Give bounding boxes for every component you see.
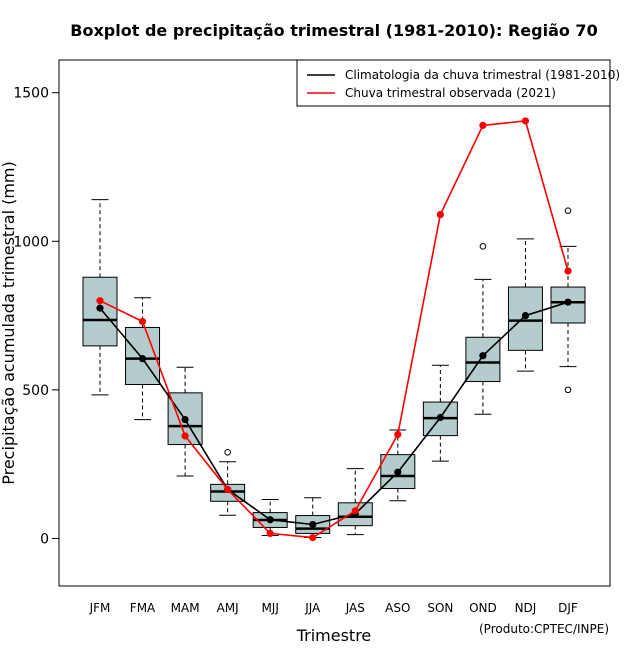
x-tick-label: AMJ: [217, 601, 239, 615]
series-point: [309, 533, 317, 542]
x-tick-label: OND: [469, 601, 497, 615]
box-ond: [465, 243, 501, 415]
series-point: [521, 311, 530, 320]
series-point: [564, 298, 572, 306]
series-point: [96, 304, 104, 312]
legend-label-climatology: Climatologia da chuva trimestral (1981-2…: [345, 68, 620, 82]
x-axis-label: Trimestre: [296, 626, 372, 645]
outlier-point: [479, 243, 487, 250]
series-point: [394, 430, 402, 439]
y-axis: 0 500 1000 1500: [13, 86, 60, 547]
series-point: [224, 485, 232, 494]
x-tick-label: NDJ: [515, 601, 537, 615]
series-line: [99, 120, 569, 539]
series-point: [181, 415, 189, 424]
series-point: [181, 432, 189, 440]
x-tick-label: JAS: [345, 601, 365, 615]
series-point: [351, 507, 359, 515]
x-tick-label: FMA: [130, 601, 156, 615]
y-tick-label: 500: [22, 383, 49, 399]
x-tick-label: MAM: [171, 601, 200, 615]
series-point: [436, 413, 444, 422]
series-point: [309, 520, 317, 529]
x-tick-label: JFM: [89, 601, 111, 615]
y-tick-label: 1500: [13, 86, 49, 102]
series-point: [266, 516, 274, 524]
series-point: [479, 352, 487, 360]
series-point: [138, 355, 147, 363]
series-point: [564, 267, 572, 275]
series-observed: [96, 117, 572, 542]
x-tick-label: SON: [427, 601, 453, 615]
series-line: [99, 301, 569, 526]
y-axis-label: Precipitação acumulada trimestral (mm): [0, 161, 18, 485]
legend-label-observed: Chuva trimestral observada (2021): [345, 86, 556, 100]
legend: Climatologia da chuva trimestral (1981-2…: [296, 59, 620, 107]
x-tick-label: JJA: [304, 601, 321, 615]
series-point: [521, 117, 530, 125]
x-tick-label: ASO: [385, 601, 410, 615]
box-amj: [210, 448, 246, 516]
series-point: [479, 121, 487, 129]
box-jja: [295, 497, 331, 539]
outlier-point: [564, 386, 572, 394]
legend-box: [296, 59, 611, 107]
box-aso: [380, 429, 416, 502]
y-tick-label: 1000: [13, 234, 49, 250]
outlier-point: [224, 448, 231, 456]
x-tick-label: DJF: [558, 601, 578, 615]
chart-title: Boxplot de precipitação trimestral (1981…: [70, 21, 597, 40]
series-point: [436, 210, 444, 219]
outlier-point: [564, 207, 572, 214]
credit-text: (Produto:CPTEC/INPE): [479, 622, 609, 636]
x-tick-label: MJJ: [261, 601, 278, 615]
series-point: [96, 297, 104, 305]
series-point: [266, 529, 274, 538]
series-climatology: [96, 298, 572, 529]
series-point: [394, 468, 402, 476]
box-son: [422, 364, 458, 462]
x-axis: JFM FMA MAM AMJ MJJ JJA JAS ASO SON OND NDJ DJF: [89, 601, 578, 615]
y-tick-label: 0: [40, 531, 49, 547]
series-point: [138, 317, 147, 326]
boxes: [82, 199, 586, 539]
box-ndj: [507, 238, 543, 372]
series: [96, 117, 572, 542]
